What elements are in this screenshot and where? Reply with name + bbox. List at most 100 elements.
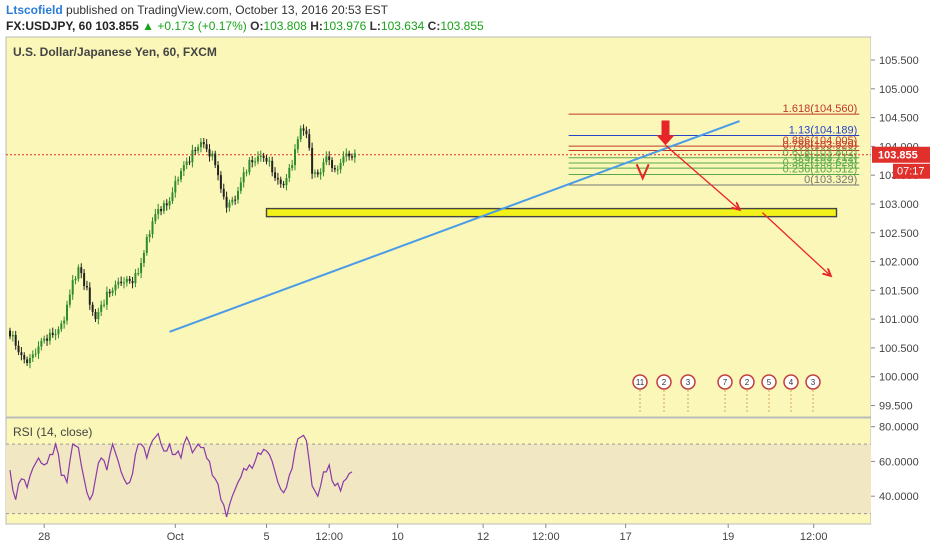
candle-body [319, 172, 322, 175]
rsi-band [6, 444, 871, 514]
time-tick-label: 28 [38, 531, 50, 543]
candle-body [313, 172, 316, 174]
time-tick-label: 12:00 [315, 531, 343, 543]
candle-body [345, 153, 348, 157]
time-tick-label: 5 [263, 531, 269, 543]
candle-body [328, 156, 331, 161]
candle-body [288, 167, 291, 179]
candle-body [154, 214, 157, 222]
candle-body [339, 162, 342, 170]
candle-body [60, 323, 63, 330]
published-text: published on TradingView.com, October 13… [66, 3, 388, 17]
candle-body [103, 304, 106, 306]
candle-body [282, 183, 285, 186]
price-tick-label: 101.500 [879, 285, 919, 297]
open-label: O: [250, 19, 264, 33]
fib-level-label: 0.382(103.623) [783, 157, 858, 169]
candle-body [11, 334, 14, 337]
candle-body [219, 175, 222, 189]
candle-body [9, 330, 11, 337]
candle-body [242, 172, 245, 183]
fib-level-label: 0.786(103.929) [783, 139, 858, 151]
event-flag-icon [717, 374, 733, 390]
time-tick-label: 10 [391, 531, 403, 543]
candle-body [325, 156, 328, 163]
main-pane-background [5, 36, 872, 418]
candle-body [211, 153, 214, 157]
countdown-tag-text: 07:17 [897, 166, 925, 178]
price-tick-label: 105.000 [879, 84, 919, 96]
candle-body [351, 156, 353, 158]
candle-body [120, 281, 123, 284]
candle-body [88, 287, 91, 305]
support-zone [265, 207, 838, 218]
candle-body [23, 355, 26, 360]
author-link[interactable]: Ltscofield [6, 3, 63, 17]
fib-level-label: 1.618(104.560) [783, 103, 858, 115]
candle-body [279, 179, 282, 184]
projection-arrow [761, 212, 830, 276]
price-tick-label: 103.000 [879, 199, 919, 211]
candle-body [140, 262, 143, 274]
candle-body [268, 160, 271, 162]
candle-body [197, 147, 200, 151]
candle-body [234, 199, 237, 201]
candle-body [74, 278, 77, 281]
candle-body [168, 201, 171, 206]
candle-body [299, 128, 302, 140]
event-count: 4 [789, 378, 794, 387]
high-label: H: [310, 19, 323, 33]
candle-body [157, 209, 160, 215]
candle-body [276, 178, 279, 180]
candle-body [202, 142, 205, 145]
time-tick-label: 17 [619, 531, 631, 543]
time-tick-label: 12:00 [800, 531, 828, 543]
candle-body [28, 357, 31, 364]
candle-body [271, 160, 274, 173]
price-tick-label: 105.500 [879, 55, 919, 67]
event-count: 5 [767, 378, 772, 387]
candle-body [68, 294, 71, 305]
candle-body [85, 286, 88, 288]
candle-body [145, 237, 148, 253]
candle-body [177, 179, 180, 181]
projection-arrow [665, 144, 740, 209]
fib-level-label: 0(103.329) [804, 174, 857, 186]
candle-body [162, 203, 165, 212]
event-flag-icon [632, 374, 648, 390]
candle-body [20, 352, 23, 356]
close-value: 103.855 [440, 19, 484, 33]
candle-body [217, 165, 220, 176]
candle-body [117, 281, 120, 285]
high-value: 103.976 [322, 19, 367, 33]
candle-body [174, 180, 177, 193]
candle-body [171, 192, 174, 202]
candle-body [40, 340, 43, 347]
candle-body [148, 234, 151, 238]
candle-body [336, 169, 339, 171]
candle-body [245, 172, 248, 174]
candle-body [225, 196, 228, 208]
candle-body [114, 284, 117, 291]
candle-body [265, 157, 268, 162]
candle-body [100, 304, 103, 312]
candle-body [48, 332, 51, 341]
event-count: 2 [662, 378, 667, 387]
candle-body [274, 172, 277, 179]
price-tick-label: 102.500 [879, 228, 919, 240]
candle-body [43, 338, 46, 341]
candle-body [214, 153, 217, 166]
fib-level-label: 0.618(103.802) [783, 147, 858, 159]
candle-body [205, 144, 208, 150]
event-flag-icon [656, 374, 672, 390]
open-value: 103.808 [263, 19, 307, 33]
rsi-tick-label: 80.0000 [879, 422, 919, 434]
candle-body [34, 353, 37, 355]
fib-level-label: 1.13(104.189) [789, 125, 858, 137]
candle-body [128, 278, 131, 281]
candle-body [165, 203, 168, 206]
change-up-icon: ▲ [142, 19, 155, 33]
price-tick-label: 102.000 [879, 257, 919, 269]
ohlc-line: FX:USDJPY, 60 103.855 ▲ +0.173 (+0.17%) … [6, 19, 484, 33]
